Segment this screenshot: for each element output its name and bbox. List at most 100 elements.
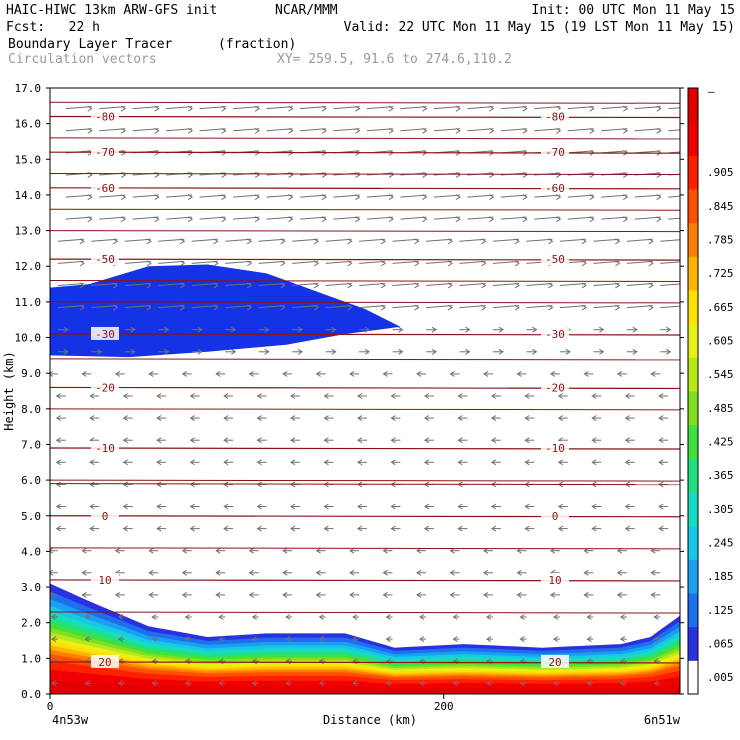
wind-vector-head [556,216,562,223]
wind-vector-head [323,437,329,444]
wind-vector-head [385,680,391,687]
wind-vector-head [390,503,396,510]
wind-vector [333,216,360,220]
wind-vector [158,260,185,264]
wind-vector-head [522,172,528,178]
wind-vector-head [189,437,195,444]
wind-vector [601,216,628,220]
wind-vector-head [355,194,361,201]
wind-vector [593,282,620,286]
wind-vector-head [489,105,495,112]
wind-vector-head [483,569,489,576]
wind-vector-head [498,348,504,355]
isotherm [50,301,680,304]
wind-vector [325,282,352,286]
wind-vector [366,194,394,198]
plot-frame [49,87,681,695]
wind-vector-head [455,172,461,178]
isotherm [50,115,680,119]
wind-vector-head [230,348,237,355]
wind-vector [299,216,327,220]
isotherm [50,358,680,361]
wind-vector-head [357,525,363,532]
wind-vector-head [151,658,157,665]
wind-vector-head [256,525,262,532]
wind-vector-head [486,614,492,620]
wind-vector-head [581,282,587,289]
colorbar-swatch [688,492,698,527]
wind-vector-head [288,194,294,201]
wind-vector-head [290,503,296,510]
wind-vector-head [156,481,162,488]
colorbar-swatch [688,424,698,459]
wind-vector-head [457,503,463,510]
x-axis-title: Distance (km) [323,713,417,727]
wind-vector-head [146,304,152,311]
isotherm [50,230,680,233]
colorbar-swatch [688,290,698,325]
wind-vector [166,128,193,132]
isotherm-label-bg [541,109,569,123]
wind-vector-head [380,260,387,267]
wind-vector-head [89,481,95,488]
isotherm-label: -70 [545,146,565,159]
wind-vector [593,238,620,242]
wind-vector-head [352,680,358,687]
wind-vector-head [549,591,556,598]
wind-vector-head [398,348,404,355]
colorbar-swatch [688,626,698,661]
wind-vector-head [280,304,286,311]
wind-vector-head [583,591,589,598]
wind-vector-head [315,591,321,598]
wind-vector-head [449,547,455,554]
wind-vector-head [87,127,93,134]
wind-vector-head [230,326,237,333]
wind-vector [132,128,159,132]
isotherm-label-bg [91,654,119,668]
wind-vector-head [419,636,425,643]
wind-vector-head [423,525,430,532]
wind-vector-head [423,503,430,510]
wind-vector-head [246,260,253,267]
colorbar-label: .545 [707,368,734,381]
isotherm [50,187,680,190]
wind-vector-head [481,304,487,311]
wind-vector-head [285,614,291,620]
wind-vector-head [455,127,461,134]
vector-legend: Circulation vectors [8,52,157,67]
colorbar-label: .125 [707,604,734,617]
wind-vector [601,194,628,198]
wind-vector-head [599,348,605,355]
wind-vector [492,282,520,286]
wind-vector-head [465,348,471,355]
isotherm [50,333,680,336]
wind-vector-head [416,591,422,598]
wind-vector [266,128,293,132]
wind-vector-head [483,370,489,377]
isotherm-label-bg [91,252,119,266]
wind-vector-head [323,459,329,466]
wind-vector-head [455,194,461,201]
wind-vector-head [113,304,119,311]
wind-vector-head [522,194,528,201]
wind-vector-head [180,260,186,267]
wind-vector-head [79,304,85,311]
wind-vector-head [120,105,127,112]
wind-vector-head [87,216,93,223]
wind-vector-head [648,260,654,267]
wind-vector-head [357,503,363,510]
wind-vector-head [619,636,626,643]
isotherm-label-bg [541,508,569,522]
wind-vector-head [589,194,595,201]
wind-vector-head [318,614,324,620]
wind-vector-head [549,370,556,377]
wind-vector-head [120,127,127,134]
wind-vector-head [81,370,87,377]
wind-vector-head [586,680,592,687]
wind-vector [668,195,680,198]
y-tick-label: 14.0 [15,189,42,202]
isotherm-label: -80 [545,111,565,124]
y-axis-title: Height (km) [2,351,16,430]
wind-vector-head [658,437,664,444]
wind-vector-head [288,172,294,178]
